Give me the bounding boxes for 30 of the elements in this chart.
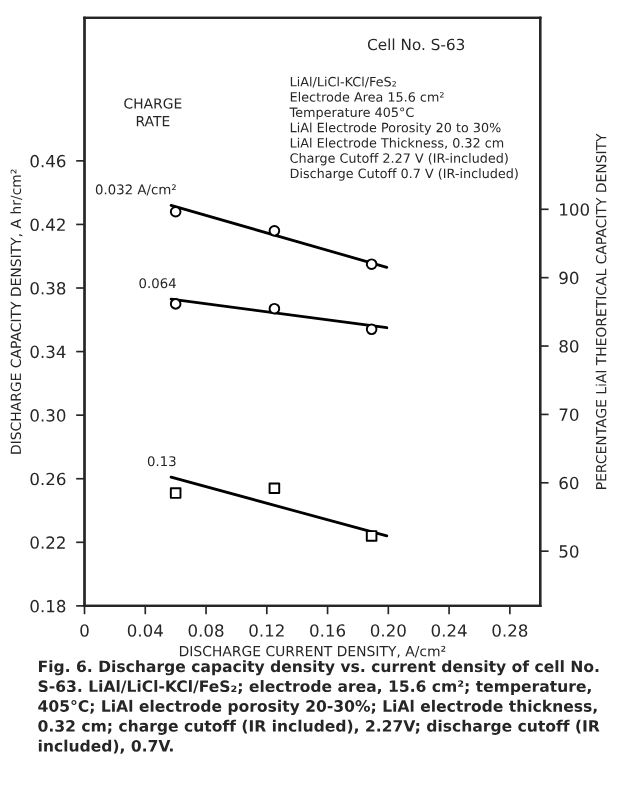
x-tick-label: 0.20 [370, 624, 406, 637]
x-tick-label: 0.04 [127, 624, 163, 637]
y2-tick-label: 100 [560, 203, 589, 216]
y-tick-label: 0.30 [30, 409, 66, 422]
y-tick-label: 0.38 [30, 281, 66, 295]
y2-tick-label: 70 [559, 408, 579, 421]
x-tick-label: 0.28 [492, 624, 528, 637]
x-tick-label: 0 [80, 624, 89, 637]
point [365, 530, 378, 542]
x-tick-label: 0.16 [310, 624, 346, 637]
x-tick-label: 0.08 [188, 624, 224, 637]
point [268, 302, 281, 315]
x-tick-label: 0.12 [249, 624, 284, 637]
point [365, 323, 378, 336]
point [268, 482, 281, 495]
point [365, 258, 378, 270]
y2-tick-label: 90 [559, 271, 579, 285]
y2-tick-label: 80 [559, 340, 579, 353]
y-tick-label: 0.34 [30, 345, 66, 359]
y-tick-label: 0.26 [30, 472, 66, 486]
y-tick-label: 0.42 [30, 218, 65, 231]
y2-tick-label: 50 [559, 545, 579, 558]
y2-tick-label: 60 [559, 476, 579, 490]
x-tick-label: 0.24 [431, 624, 467, 637]
point [268, 225, 281, 237]
y-tick-label: 0.18 [30, 599, 66, 613]
point [169, 487, 182, 499]
y-tick-label: 0.46 [30, 154, 66, 168]
point [169, 298, 182, 310]
y-tick-label: 0.22 [30, 536, 65, 549]
